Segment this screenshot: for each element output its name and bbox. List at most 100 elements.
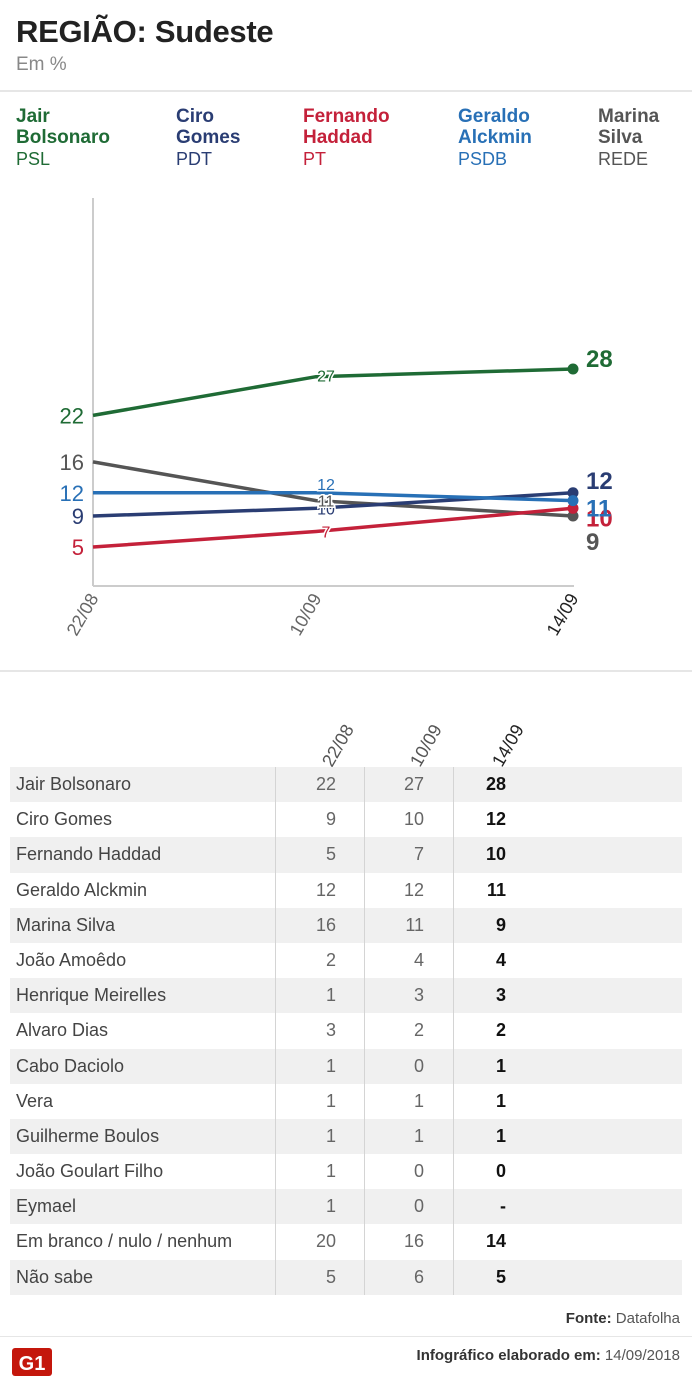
value-cell: 7 (413, 844, 424, 865)
value-cell: 4 (413, 949, 424, 970)
legend-candidate-name: Geraldo Alckmin (458, 106, 532, 148)
x-tick-label: 10/09 (286, 590, 326, 639)
table-row: Não sabe 5 6 5 (10, 1259, 682, 1295)
legend-candidate-name: Fernando Haddad (303, 106, 390, 148)
mid-value-label: 10 (317, 501, 335, 518)
line-chart: 22/08 10/09 14/092295121627107121128121011… (60, 198, 613, 639)
value-cell: 5 (325, 844, 336, 865)
value-cell: 1 (413, 1125, 424, 1146)
legend-item: Jair Bolsonaro PSL (16, 106, 156, 170)
table-row: Jair Bolsonaro 22 27 28 (10, 767, 682, 803)
start-value-label: 22 (60, 403, 84, 428)
value-cell: 12 (315, 879, 336, 900)
series-line (92, 367, 574, 418)
value-cell: 0 (413, 1161, 424, 1182)
end-value-label: 12 (586, 468, 613, 495)
value-cell: 3 (495, 985, 506, 1006)
series-line (92, 460, 574, 518)
legend-item: Geraldo Alckmin PSDB (458, 106, 598, 170)
value-cell: 12 (403, 879, 424, 900)
end-value-label: 28 (586, 346, 613, 373)
svg-text:G1: G1 (19, 1353, 46, 1375)
legend-party: PDT (176, 149, 212, 169)
candidate-name-cell: Não sabe (16, 1266, 94, 1287)
table-row: João Amoêdo 2 4 4 (10, 943, 682, 978)
value-cell: 1 (495, 1090, 506, 1111)
table-row: João Goulart Filho 1 0 0 (10, 1154, 682, 1189)
value-cell: 1 (495, 1125, 506, 1146)
x-tick-label: 14/09 (543, 590, 583, 639)
candidate-name-cell: Geraldo Alckmin (16, 879, 148, 900)
table-row: Eymael 1 0 - (10, 1189, 682, 1225)
series-line (93, 491, 574, 503)
legend-candidate-name: Jair Bolsonaro (16, 106, 110, 148)
candidate-name-cell: João Amoêdo (16, 949, 127, 970)
page-subtitle: Em % (16, 54, 67, 75)
value-cell: 10 (485, 844, 506, 865)
column-header: 10/09 (406, 720, 446, 770)
date-note: Infográfico elaborado em: 14/09/2018 (416, 1347, 680, 1364)
legend-item: Marina Silva REDE (598, 106, 692, 170)
value-cell: 1 (325, 1196, 336, 1217)
end-value-label: 10 (586, 505, 613, 532)
series-end-point (567, 363, 579, 375)
value-cell: 3 (325, 1020, 336, 1041)
candidate-name-cell: Eymael (16, 1196, 77, 1217)
legend-candidate-name: Ciro Gomes (176, 106, 241, 148)
value-cell: 1 (325, 1090, 336, 1111)
column-header: 22/08 (318, 720, 358, 770)
table-row: Alvaro Dias 3 2 2 (10, 1013, 682, 1048)
series-end-point (567, 487, 579, 499)
column-separator (275, 767, 276, 1295)
series-end-point (567, 510, 579, 522)
value-cell: 9 (495, 914, 506, 935)
value-cell: 2 (413, 1020, 424, 1041)
candidate-name-cell: Em branco / nulo / nenhum (16, 1231, 233, 1252)
chart-divider (0, 670, 692, 672)
table-row: Vera 1 1 1 (10, 1084, 682, 1119)
legend-party: PSDB (458, 149, 508, 169)
end-value-label: 9 (586, 529, 599, 556)
x-tick-label: 22/08 (63, 590, 103, 639)
value-cell: 5 (495, 1266, 506, 1287)
value-cell: 1 (413, 1090, 424, 1111)
candidate-name-cell: Alvaro Dias (16, 1020, 109, 1041)
value-cell: 16 (315, 914, 336, 935)
candidate-name-cell: Marina Silva (16, 914, 116, 935)
start-value-label: 9 (72, 504, 84, 529)
table-row: Ciro Gomes 9 10 12 (10, 802, 682, 837)
value-cell: 0 (495, 1161, 506, 1182)
value-cell: 0 (413, 1196, 424, 1217)
value-cell: 1 (325, 985, 336, 1006)
value-cell: 27 (403, 774, 424, 794)
value-cell: 1 (325, 1161, 336, 1182)
value-cell: 2 (495, 1020, 506, 1041)
value-cell: 11 (405, 914, 424, 935)
table-row: Cabo Daciolo 1 0 1 (10, 1048, 682, 1084)
table-row: Marina Silva 16 11 9 (10, 907, 682, 943)
legend-party: PT (303, 149, 327, 169)
table-row: Guilherme Boulos 1 1 1 (10, 1118, 682, 1155)
value-cell: 2 (325, 949, 336, 970)
value-cell: 12 (485, 809, 506, 830)
candidate-name-cell: Jair Bolsonaro (16, 774, 132, 794)
results-table: Jair Bolsonaro 22 27 28 Ciro Gomes 9 10 12 Ferna… (10, 767, 682, 1295)
candidate-name-cell: Guilherme Boulos (16, 1125, 160, 1146)
value-cell: 9 (325, 809, 336, 830)
value-cell: 5 (325, 1266, 336, 1287)
candidate-name-cell: Fernando Haddad (16, 844, 162, 865)
value-cell: 0 (413, 1055, 424, 1076)
value-cell: 22 (315, 774, 336, 794)
mid-value-label: 7 (322, 525, 331, 542)
mid-value-label: 27 (317, 369, 335, 386)
page-title: REGIÃO: Sudeste (16, 14, 274, 49)
candidate-name-cell: Ciro Gomes (16, 809, 113, 830)
value-cell: 28 (485, 774, 506, 794)
table-row: Geraldo Alckmin 12 12 11 (10, 873, 682, 908)
value-cell: 1 (325, 1125, 336, 1146)
column-separator (453, 767, 454, 1295)
mid-value-label: 12 (317, 477, 335, 494)
series-end-point (567, 502, 579, 514)
legend-candidate-name: Marina Silva (598, 106, 660, 148)
table-row: Fernando Haddad 5 7 10 (10, 837, 682, 873)
